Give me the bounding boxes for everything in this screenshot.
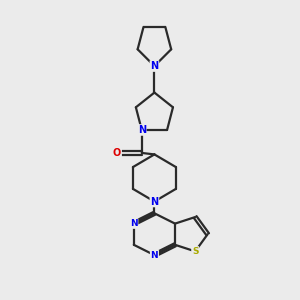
Text: N: N xyxy=(151,250,158,260)
Text: O: O xyxy=(113,148,121,158)
Text: S: S xyxy=(192,247,198,256)
Text: N: N xyxy=(130,219,138,228)
Text: N: N xyxy=(150,196,158,206)
Text: N: N xyxy=(138,125,146,135)
Text: N: N xyxy=(150,61,158,71)
